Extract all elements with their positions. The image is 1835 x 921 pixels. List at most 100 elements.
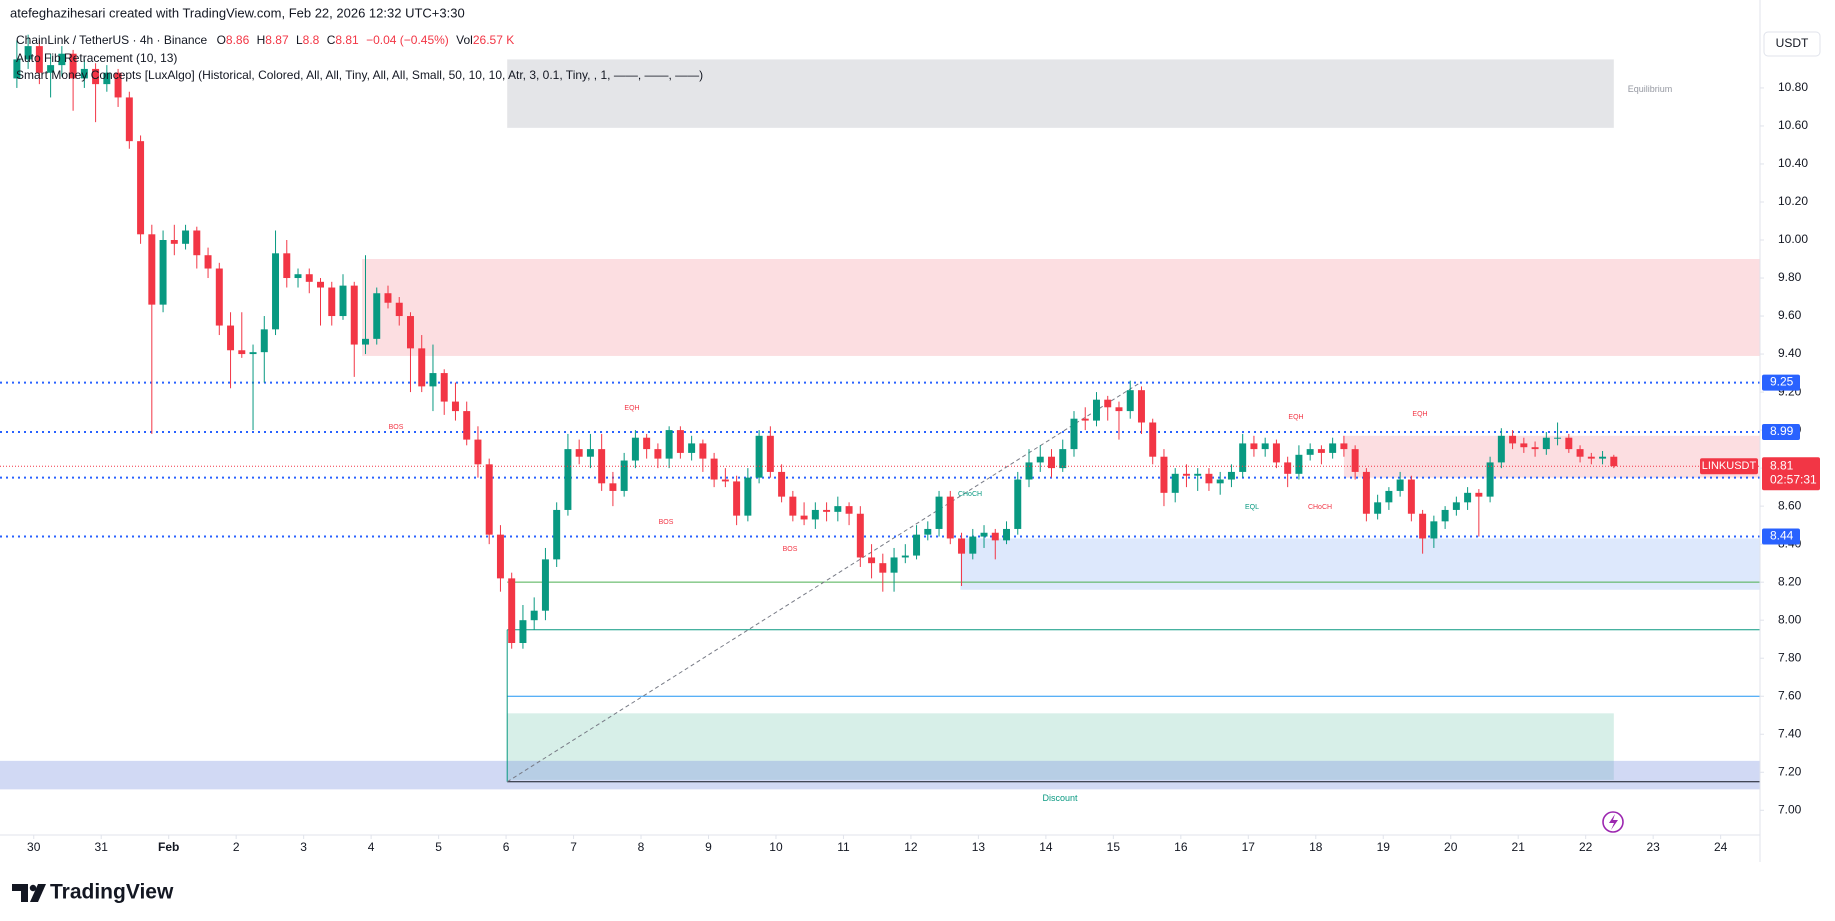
candle-body <box>485 464 493 535</box>
candle-body <box>609 483 617 491</box>
zone-label: Discount <box>1042 793 1078 803</box>
vol-value: 26.57 K <box>473 33 514 47</box>
candle-body <box>1475 492 1483 497</box>
currency[interactable]: USDT <box>1776 36 1809 50</box>
smc-label: EQH <box>1412 411 1427 418</box>
legend-line: ChainLink / TetherUS · 4h · Binance O8.8… <box>16 33 514 47</box>
candle-body <box>1497 435 1505 463</box>
candle-body <box>778 471 786 497</box>
candle-body <box>80 68 88 79</box>
candle-body <box>1554 437 1562 439</box>
x-tick-label: 30 <box>27 840 41 854</box>
x-tick-label: 17 <box>1242 840 1256 854</box>
candle-body <box>1486 462 1494 497</box>
candle-body <box>260 329 268 353</box>
candle-body <box>1531 447 1539 450</box>
candle-body <box>1025 462 1033 480</box>
symbol: ChainLink / TetherUS · 4h · Binance <box>16 33 208 47</box>
candle-body <box>688 443 696 453</box>
x-tick-label: 4 <box>368 840 375 854</box>
candle-body <box>1419 513 1427 539</box>
candle-body <box>103 72 111 85</box>
candle-body <box>946 496 954 539</box>
y-tick-label: 9.60 <box>1778 308 1802 322</box>
candle-body <box>553 509 561 560</box>
candle-body <box>744 477 752 516</box>
candle-body <box>429 373 437 387</box>
indicator[interactable]: Auto Fib Retracement (10, 13) <box>16 51 177 65</box>
candle-body <box>384 293 392 303</box>
x-tick-label: 22 <box>1579 840 1593 854</box>
candle-body <box>890 557 898 573</box>
candle-body <box>1306 449 1314 455</box>
candle-body <box>755 435 763 478</box>
currency-button[interactable] <box>1763 31 1821 57</box>
candle-body <box>1126 390 1134 412</box>
candle-body <box>1160 456 1168 493</box>
candle-body <box>1194 473 1202 476</box>
indicator[interactable]: Smart Money Concepts [LuxAlgo] (Historic… <box>16 68 703 82</box>
candle-body <box>1059 449 1067 469</box>
y-tick-label: 7.40 <box>1778 726 1802 740</box>
candle-body <box>249 352 257 355</box>
ohlc-label: C <box>327 33 336 47</box>
candle-body <box>170 240 178 244</box>
zone <box>507 59 1614 128</box>
smc-label: BOS <box>783 546 798 553</box>
candle-body <box>1137 390 1145 423</box>
candle-body <box>958 538 966 554</box>
candle-body <box>1441 509 1449 522</box>
zone <box>960 538 1760 590</box>
candle-body <box>1610 456 1618 467</box>
y-tick-label: 10.80 <box>1778 80 1808 94</box>
candle-body <box>204 255 212 269</box>
alert-icon[interactable] <box>1602 811 1624 833</box>
candle-body <box>1407 479 1415 514</box>
x-tick-label: 23 <box>1646 840 1660 854</box>
candle-body <box>114 72 122 98</box>
candle-body <box>643 437 651 450</box>
candle-body <box>1340 443 1348 450</box>
x-tick-label: 6 <box>503 840 510 854</box>
smc-label: BOS <box>659 519 674 526</box>
candle-body <box>1362 471 1370 514</box>
x-tick-label: 16 <box>1174 840 1188 854</box>
ohlc-value: 8.86 <box>226 33 250 47</box>
candle-body <box>1317 449 1325 453</box>
candle-body <box>879 563 887 573</box>
smc-label: BOS <box>389 424 404 431</box>
change: −0.04 (−0.45%) <box>366 33 449 47</box>
candle-body <box>373 293 381 339</box>
candle-body <box>1239 443 1247 472</box>
x-tick-label: 18 <box>1309 840 1323 854</box>
candle-body <box>924 528 932 535</box>
x-tick-label: 31 <box>95 840 109 854</box>
smc-label: EQH <box>1288 414 1303 421</box>
candle-body <box>1464 492 1472 503</box>
x-tick-label: Feb <box>158 840 179 854</box>
logo[interactable]: TradingView <box>50 881 174 904</box>
candle-body <box>193 230 201 256</box>
candle-body <box>1205 473 1213 484</box>
candle-body <box>1542 437 1550 450</box>
candle-body <box>1250 443 1258 450</box>
level-tag <box>1762 528 1800 545</box>
candle-body <box>328 287 336 317</box>
candle-body <box>1272 443 1280 463</box>
candle-body <box>463 411 471 440</box>
x-tick-label: 8 <box>638 840 645 854</box>
candle-body <box>474 439 482 465</box>
y-tick-label: 7.80 <box>1778 650 1802 664</box>
candle-body <box>496 534 504 579</box>
candle-body <box>395 302 403 317</box>
ohlc-label: O <box>217 33 226 47</box>
candle-body <box>1587 456 1595 459</box>
ohlc-value: 8.8 <box>303 33 320 47</box>
candle-body <box>710 458 718 480</box>
candle-body <box>182 230 190 244</box>
zone-label: Equilibrium <box>1628 84 1673 94</box>
candle-body <box>35 46 43 73</box>
logo-icon <box>12 884 46 902</box>
y-tick-label: 10.60 <box>1778 118 1808 132</box>
candle-body <box>1092 399 1100 421</box>
